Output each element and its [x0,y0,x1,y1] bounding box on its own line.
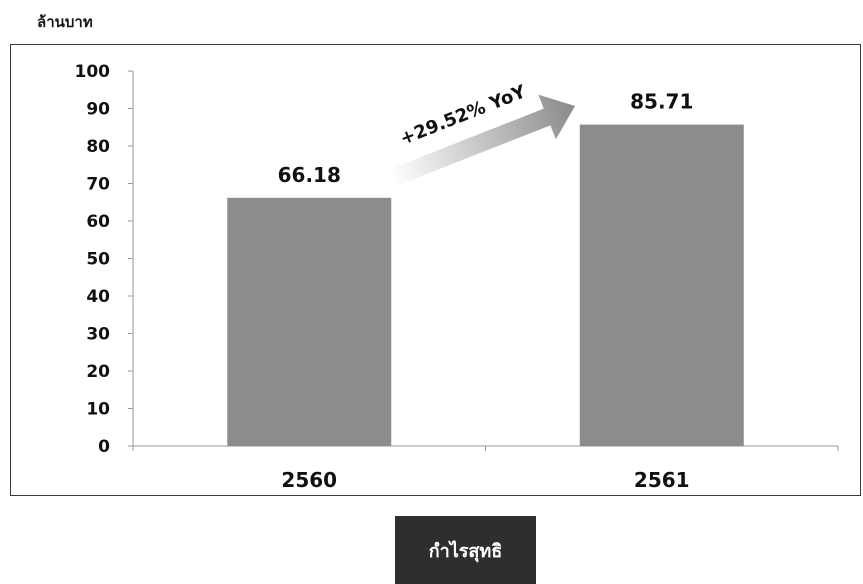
y-tick-label: 60 [86,212,110,232]
unit-label: ล้านบาท [37,13,93,31]
y-tick-label: 40 [86,287,110,307]
y-tick-label: 70 [86,175,110,195]
x-category-label: 2560 [281,468,337,492]
y-tick-label: 50 [86,250,110,270]
y-tick-label: 20 [86,362,110,382]
legend-label: กำไรสุทธิ [428,540,503,562]
y-tick-label: 10 [86,400,110,420]
data-label: 66.18 [278,163,341,187]
y-tick-label: 80 [86,137,110,157]
bar [227,197,392,446]
y-tick-label: 100 [75,62,111,82]
data-label: 85.71 [630,90,693,114]
y-tick-label: 90 [86,100,110,120]
y-tick-label: 30 [86,325,110,345]
bar [579,124,744,447]
yoy-arrow [388,94,576,187]
legend-net-profit: กำไรสุทธิ [395,516,536,584]
x-category-label: 2561 [634,468,690,492]
y-tick-label: 0 [98,437,110,457]
yoy-arrow-shape [388,94,576,187]
